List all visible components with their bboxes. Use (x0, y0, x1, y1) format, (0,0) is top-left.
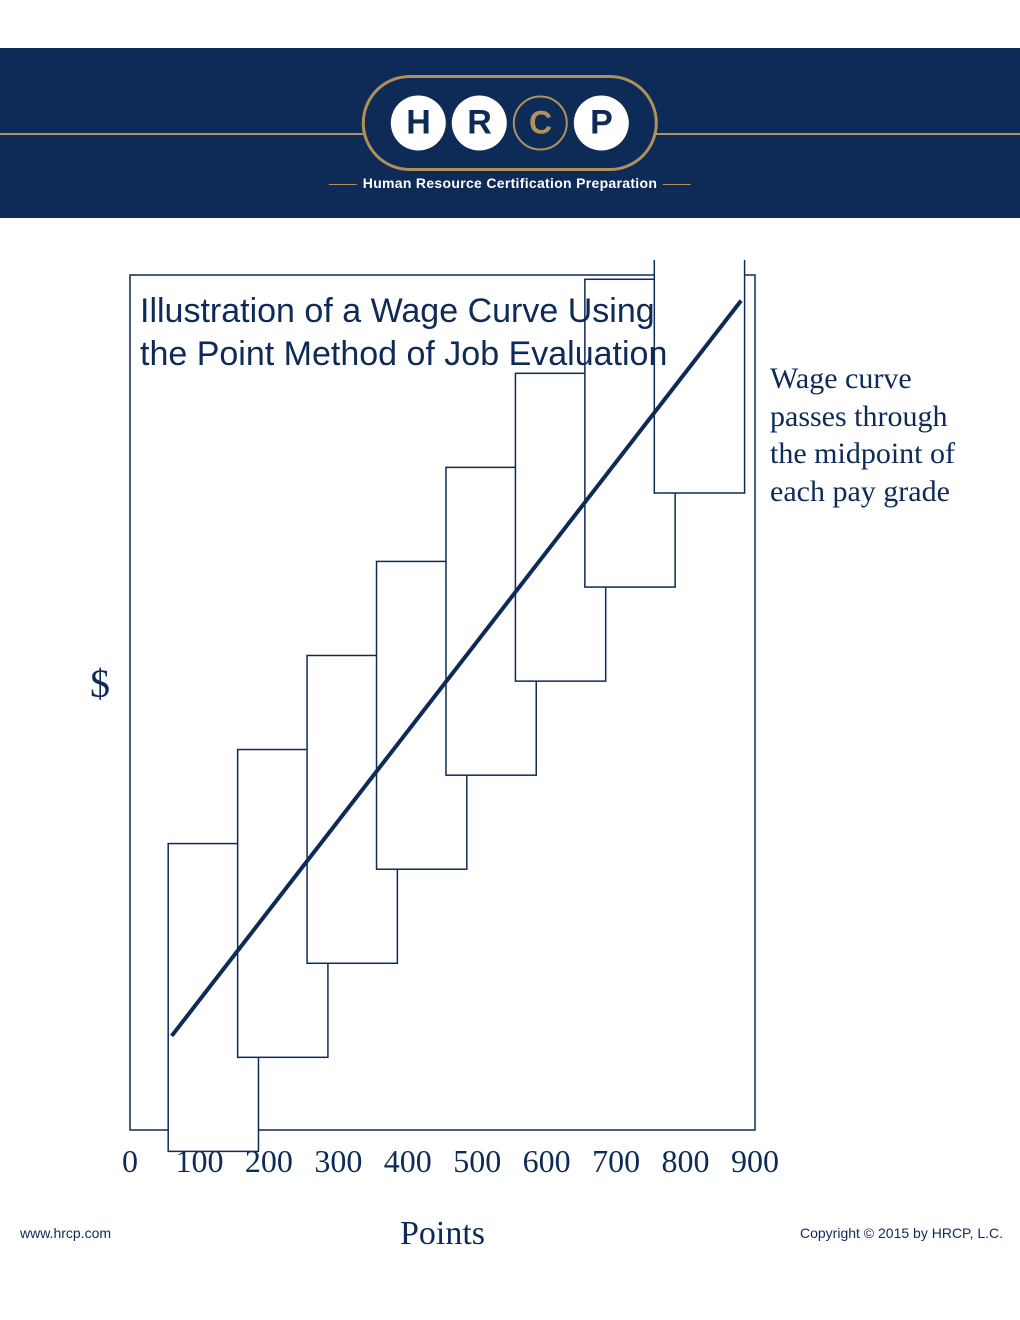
logo-letter-c: C (513, 96, 568, 151)
svg-text:900: 900 (731, 1143, 779, 1179)
svg-text:0: 0 (122, 1143, 138, 1179)
chart-annotation-line3: the midpoint of (770, 435, 955, 473)
chart-annotation-line4: each pay grade (770, 473, 955, 511)
chart-annotation: Wage curve passes through the midpoint o… (770, 360, 955, 510)
svg-text:700: 700 (592, 1143, 640, 1179)
svg-text:800: 800 (662, 1143, 710, 1179)
logo-tagline: Human Resource Certification Preparation (323, 175, 697, 191)
footer-copyright: Copyright © 2015 by HRCP, L.C. (800, 1225, 1003, 1241)
footer-url: www.hrcp.com (20, 1225, 111, 1241)
chart-title: Illustration of a Wage Curve Using the P… (140, 290, 667, 375)
header-banner: H R C P Human Resource Certification Pre… (0, 48, 1020, 218)
logo-letters: H R C P (391, 96, 629, 151)
chart-title-line1: Illustration of a Wage Curve Using (140, 290, 667, 333)
logo-letter-p: P (574, 96, 629, 151)
chart-container: Illustration of a Wage Curve Using the P… (0, 260, 1020, 1260)
svg-text:400: 400 (384, 1143, 432, 1179)
svg-text:600: 600 (523, 1143, 571, 1179)
svg-text:300: 300 (314, 1143, 362, 1179)
svg-text:200: 200 (245, 1143, 293, 1179)
svg-text:500: 500 (453, 1143, 501, 1179)
logo-letter-h: H (391, 96, 446, 151)
logo-letter-r: R (452, 96, 507, 151)
x-axis-label: Points (400, 1215, 485, 1253)
slide: H R C P Human Resource Certification Pre… (0, 0, 1020, 1320)
brand-logo: H R C P Human Resource Certification Pre… (323, 75, 697, 191)
svg-text:100: 100 (175, 1143, 223, 1179)
logo-oval: H R C P (362, 75, 658, 171)
y-axis-label: $ (90, 660, 110, 707)
chart-annotation-line1: Wage curve (770, 360, 955, 398)
chart-title-line2: the Point Method of Job Evaluation (140, 333, 667, 376)
chart-annotation-line2: passes through (770, 398, 955, 436)
